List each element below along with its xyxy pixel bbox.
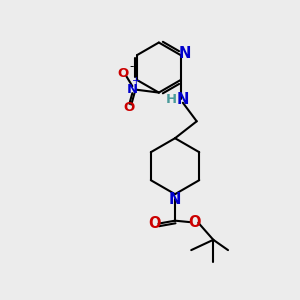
Text: N: N [127,83,138,96]
Text: +: + [132,76,141,86]
Text: H: H [166,93,177,106]
Text: -: - [130,61,134,74]
Text: O: O [188,214,200,230]
Text: O: O [148,216,161,231]
Text: O: O [124,101,135,114]
Text: N: N [169,192,181,207]
Text: N: N [177,92,189,107]
Text: O: O [118,67,129,80]
Text: N: N [179,46,191,61]
